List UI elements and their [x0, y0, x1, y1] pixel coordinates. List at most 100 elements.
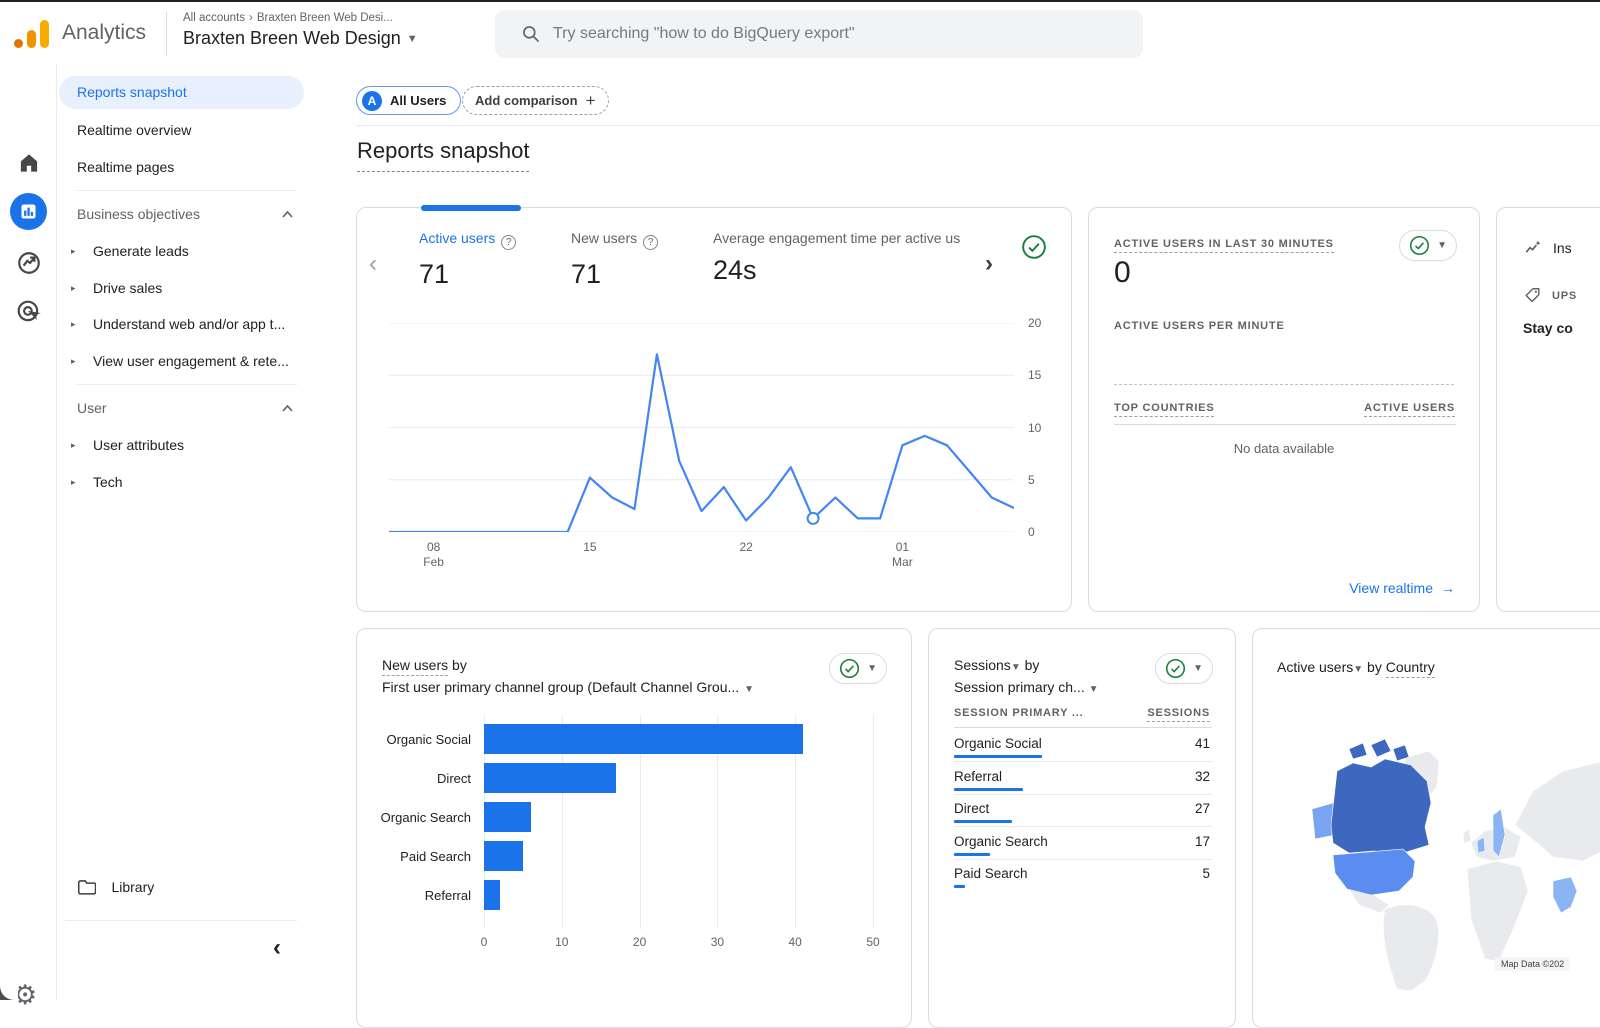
card-title[interactable]: New users by [382, 657, 467, 673]
bar[interactable] [484, 841, 523, 871]
sidebar-item-view-engagement[interactable]: View user engagement & rete... [93, 353, 289, 369]
chevron-up-icon[interactable] [281, 210, 294, 219]
metric-active-users[interactable]: Active users? 71 [419, 230, 516, 290]
sidebar-divider [65, 920, 297, 921]
world-map[interactable] [1253, 689, 1600, 1028]
sidebar-item-understand-web-app[interactable]: Understand web and/or app t... [93, 316, 285, 332]
breadcrumb-chevron-icon: › [249, 12, 253, 24]
sidebar-item-library[interactable]: Library [77, 879, 154, 900]
analytics-logo-icon[interactable] [14, 20, 50, 48]
y-axis-tick: 20 [1028, 316, 1041, 330]
help-icon[interactable]: ? [501, 235, 516, 250]
expand-arrow-icon[interactable]: ▸ [71, 440, 76, 451]
sidebar-divider [77, 190, 297, 191]
sidebar-item-reports-snapshot[interactable]: Reports snapshot [59, 76, 304, 109]
sidebar-section-user[interactable]: User [77, 400, 107, 416]
carousel-tab-indicator [421, 205, 521, 211]
chevron-up-icon[interactable] [281, 404, 294, 413]
plus-icon: + [586, 92, 596, 109]
sidebar-item-user-attributes[interactable]: User attributes [93, 437, 184, 453]
table-row-dimension[interactable]: Organic Search [954, 834, 1048, 849]
table-row-dimension[interactable]: Organic Social [954, 736, 1042, 751]
sidebar-item-realtime-pages[interactable]: Realtime pages [77, 159, 174, 175]
table-divider [954, 826, 1212, 827]
toolbar-divider [356, 125, 1600, 126]
gridline [873, 715, 874, 929]
bar-category-label: Organic Social [365, 732, 471, 747]
table-row-value: 17 [1195, 834, 1210, 849]
home-icon[interactable] [16, 150, 42, 176]
sidebar-item-tech[interactable]: Tech [93, 474, 123, 490]
expand-arrow-icon[interactable]: ▸ [71, 283, 76, 294]
metric-avg-engagement-time[interactable]: Average engagement time per active us 24… [713, 230, 985, 286]
table-row-dimension[interactable]: Direct [954, 801, 989, 816]
all-users-chip[interactable]: A All Users [356, 86, 461, 115]
y-axis-tick: 10 [1028, 421, 1041, 435]
tag-icon [1523, 286, 1542, 305]
card-metric-selector[interactable]: Active users▼ by Country [1277, 659, 1435, 675]
expand-arrow-icon[interactable]: ▸ [71, 319, 76, 330]
card-options-button[interactable]: ▼ [1155, 653, 1213, 684]
column-header-sessions[interactable]: SESSIONS [1147, 707, 1210, 722]
search-input[interactable] [553, 10, 1113, 58]
explore-icon[interactable] [16, 250, 42, 276]
card-dimension-selector[interactable]: First user primary channel group (Defaul… [382, 679, 754, 695]
insights-body: Stay co [1523, 320, 1573, 336]
active-users-map-card: Active users▼ by Country Map Data ©202 [1252, 628, 1600, 1028]
sidebar-item-generate-leads[interactable]: Generate leads [93, 243, 189, 259]
map-attribution: Map Data ©202 [1495, 957, 1570, 971]
search-bar[interactable] [495, 10, 1143, 58]
carousel-prev-icon[interactable]: ‹ [369, 250, 377, 278]
bar-category-label: Referral [365, 888, 471, 903]
expand-arrow-icon[interactable]: ▸ [71, 246, 76, 257]
breadcrumb[interactable]: All accounts›Braxten Breen Web Desi... [183, 12, 393, 24]
trend-plot [389, 323, 1014, 532]
collapse-sidebar-icon[interactable]: ‹ [273, 936, 281, 960]
y-axis-tick: 5 [1028, 473, 1035, 487]
reports-icon[interactable] [10, 193, 47, 230]
carousel-next-icon[interactable]: › [985, 250, 993, 278]
card-dimension-selector[interactable]: Session primary ch... ▼ [954, 679, 1099, 695]
report-nav-sidebar: Reports snapshot Realtime overview Realt… [57, 64, 306, 1000]
expand-arrow-icon[interactable]: ▸ [71, 477, 76, 488]
chevron-down-icon: ▼ [1193, 663, 1203, 674]
x-axis-tick: 50 [858, 935, 888, 949]
bar[interactable] [484, 763, 616, 793]
session-minibar [954, 788, 1023, 791]
sidebar-item-realtime-overview[interactable]: Realtime overview [77, 122, 191, 138]
expand-arrow-icon[interactable]: ▸ [71, 356, 76, 367]
bar-category-label: Paid Search [365, 849, 471, 864]
insights-tag-row[interactable]: UPS [1523, 286, 1577, 305]
card-options-button[interactable]: ▼ [1399, 230, 1457, 261]
active-users-header: ACTIVE USERS [1364, 402, 1455, 417]
table-divider [954, 794, 1212, 795]
top-countries-header: TOP COUNTRIES [1114, 402, 1214, 417]
metric-new-users[interactable]: New users? 71 [571, 230, 658, 290]
advertising-icon[interactable] [16, 299, 42, 325]
add-comparison-button[interactable]: Add comparison + [462, 86, 609, 115]
x-axis-tick: 08Feb [414, 540, 454, 570]
sidebar-item-drive-sales[interactable]: Drive sales [93, 280, 162, 296]
help-icon[interactable]: ? [643, 235, 658, 250]
session-minibar [954, 820, 1012, 823]
table-row-dimension[interactable]: Referral [954, 769, 1002, 784]
x-axis-tick: 0 [469, 935, 499, 949]
bar[interactable] [484, 724, 803, 754]
data-quality-check-icon[interactable] [1021, 234, 1047, 260]
table-divider [954, 727, 1212, 728]
table-row-dimension[interactable]: Paid Search [954, 866, 1028, 881]
per-minute-label: ACTIVE USERS PER MINUTE [1114, 320, 1285, 332]
account-switcher[interactable]: Braxten Breen Web Design▼ [183, 28, 418, 49]
view-realtime-link[interactable]: View realtime→ [1349, 580, 1455, 596]
card-options-button[interactable]: ▼ [829, 653, 887, 684]
column-header-dimension[interactable]: SESSION PRIMARY ... [954, 707, 1084, 719]
data-quality-check-icon [839, 658, 860, 679]
table-divider [954, 761, 1212, 762]
insights-header[interactable]: Ins [1523, 238, 1572, 258]
bar[interactable] [484, 880, 500, 910]
bar[interactable] [484, 802, 531, 832]
sidebar-section-business-objectives[interactable]: Business objectives [77, 206, 200, 222]
card-metric-selector[interactable]: Sessions▼ by [954, 657, 1039, 673]
bar-category-label: Organic Search [365, 810, 471, 825]
bar-category-label: Direct [365, 771, 471, 786]
